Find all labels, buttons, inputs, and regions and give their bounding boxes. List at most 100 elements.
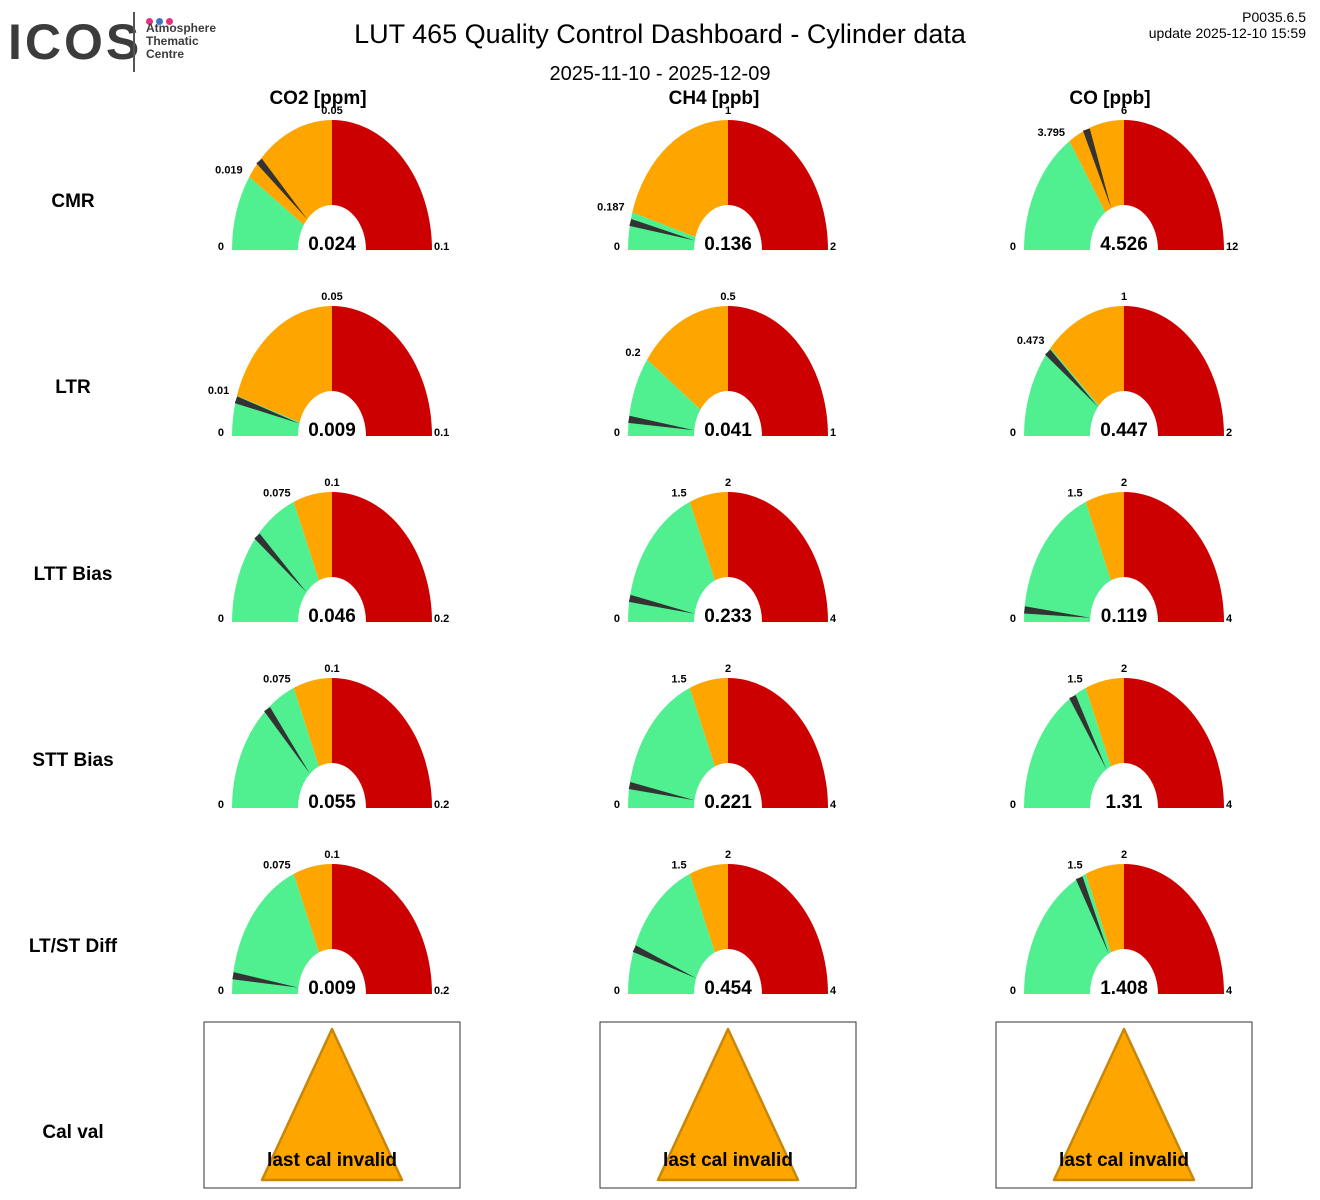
logo-line-1: Atmosphere (146, 21, 217, 35)
gauge-green-zone (1024, 501, 1111, 622)
gauge-value: 0.221 (704, 792, 752, 813)
gauge-min-label: 0 (1010, 613, 1016, 625)
threshold-label-orange: 6 (1121, 105, 1127, 117)
gauge-orange-zone (632, 120, 728, 237)
gauge-needle (629, 218, 695, 241)
threshold-label-orange: 2 (1121, 477, 1127, 489)
gauge-value: 0.024 (308, 234, 356, 255)
gauge-needle (1045, 349, 1099, 407)
version-code: P0035.6.5 (1242, 9, 1306, 25)
cal-val-status: last cal invalid (1059, 1150, 1189, 1171)
gauge-max-label: 4 (1226, 799, 1233, 811)
gauge-max-label: 0.2 (434, 985, 449, 997)
threshold-label-orange: 1 (725, 105, 731, 117)
gauge-red-zone (332, 120, 432, 250)
gauge-green-zone (232, 501, 319, 622)
gauge-max-label: 0.2 (434, 799, 449, 811)
gauge-needle (1075, 876, 1109, 954)
gauge-max-label: 4 (1226, 613, 1233, 625)
gauge-min-label: 0 (1010, 241, 1016, 253)
row-label: STT Bias (32, 750, 113, 771)
gauge-min-label: 0 (614, 613, 620, 625)
gauge-red-zone (1124, 492, 1224, 622)
gauge-max-label: 1 (830, 427, 836, 439)
threshold-label-orange: 2 (725, 849, 731, 861)
gauge-orange-zone (293, 678, 332, 767)
gauge-max-label: 0.2 (434, 613, 449, 625)
column-header: CO [ppb] (1069, 88, 1150, 109)
threshold-label-green: 1.5 (671, 859, 686, 871)
gauge-min-label: 0 (1010, 427, 1016, 439)
gauge-orange-zone (689, 492, 728, 581)
page-title: LUT 465 Quality Control Dashboard - Cyli… (354, 19, 966, 49)
threshold-label-orange: 2 (1121, 663, 1127, 675)
gauge-needle (256, 158, 308, 220)
version-info: P0035.6.5 update 2025-12-10 15:59 (1149, 9, 1306, 41)
threshold-label-orange: 0.05 (321, 105, 342, 117)
gauge-max-label: 0.1 (434, 427, 449, 439)
gauge-green-zone (232, 176, 304, 250)
gauge-max-label: 2 (1226, 427, 1232, 439)
threshold-label-green: 0.01 (208, 385, 229, 397)
threshold-label-green: 0.019 (215, 165, 243, 177)
gauge-min-label: 0 (614, 427, 620, 439)
gauge-green-zone (628, 359, 701, 436)
row-label: LT/ST Diff (29, 936, 118, 957)
gauge-value: 0.136 (704, 234, 752, 255)
gauge-value: 0.447 (1100, 420, 1148, 441)
gauge-value: 0.454 (704, 978, 752, 999)
row-label: LTT Bias (34, 564, 113, 585)
column-header: CO2 [ppm] (269, 88, 366, 109)
threshold-label-green: 1.5 (671, 673, 686, 685)
gauge-orange-zone (1085, 492, 1124, 581)
gauge-max-label: 4 (1226, 985, 1233, 997)
gauge-orange-zone (1085, 678, 1124, 767)
threshold-label-orange: 2 (725, 477, 731, 489)
cal-val-box (203, 1021, 461, 1189)
gauge-needle (628, 415, 695, 431)
threshold-label-green: 1.5 (1067, 859, 1082, 871)
gauge-value: 0.009 (308, 978, 356, 999)
gauge-min-label: 0 (614, 799, 620, 811)
gauge-min-label: 0 (218, 799, 224, 811)
gauge-max-label: 4 (830, 799, 837, 811)
gauge-red-zone (728, 492, 828, 622)
gauge-orange-zone (1085, 864, 1124, 953)
gauge-red-zone (1124, 120, 1224, 250)
gauge-red-zone (1124, 678, 1224, 808)
gauge-needle (234, 396, 300, 424)
threshold-label-orange: 0.1 (324, 477, 339, 489)
gauge-min-label: 0 (218, 985, 224, 997)
gauge-value: 1.408 (1100, 978, 1148, 999)
gauge-green-zone (628, 873, 715, 994)
gauge-min-label: 0 (1010, 985, 1016, 997)
gauge-red-zone (332, 306, 432, 436)
cal-val-box (995, 1021, 1253, 1189)
gauge-value: 4.526 (1100, 234, 1148, 255)
update-timestamp: update 2025-12-10 15:59 (1148, 25, 1306, 41)
gauge-green-zone (232, 687, 319, 808)
gauge-orange-zone (236, 306, 332, 423)
threshold-label-green: 1.5 (671, 487, 686, 499)
logo-line-3: Centre (146, 47, 185, 61)
threshold-label-orange: 0.1 (324, 663, 339, 675)
gauge-max-label: 0.1 (434, 241, 449, 253)
threshold-label-green: 0.473 (1017, 335, 1045, 347)
gauge-needle (628, 594, 695, 614)
threshold-label-green: 0.075 (263, 487, 291, 499)
date-range: 2025-11-10 - 2025-12-09 (549, 63, 771, 85)
gauge-needle (632, 945, 697, 979)
gauge-green-zone (1024, 687, 1111, 808)
threshold-label-green: 1.5 (1067, 487, 1082, 499)
gauge-value: 0.055 (308, 792, 356, 813)
gauge-red-zone (332, 492, 432, 622)
gauge-red-zone (332, 678, 432, 808)
column-header: CH4 [ppb] (669, 88, 760, 109)
gauge-min-label: 0 (218, 427, 224, 439)
row-label: LTR (55, 377, 91, 398)
gauge-needle (628, 782, 695, 801)
threshold-label-orange: 0.5 (720, 291, 735, 303)
gauge-max-label: 2 (830, 241, 836, 253)
cal-val-box (599, 1021, 857, 1189)
